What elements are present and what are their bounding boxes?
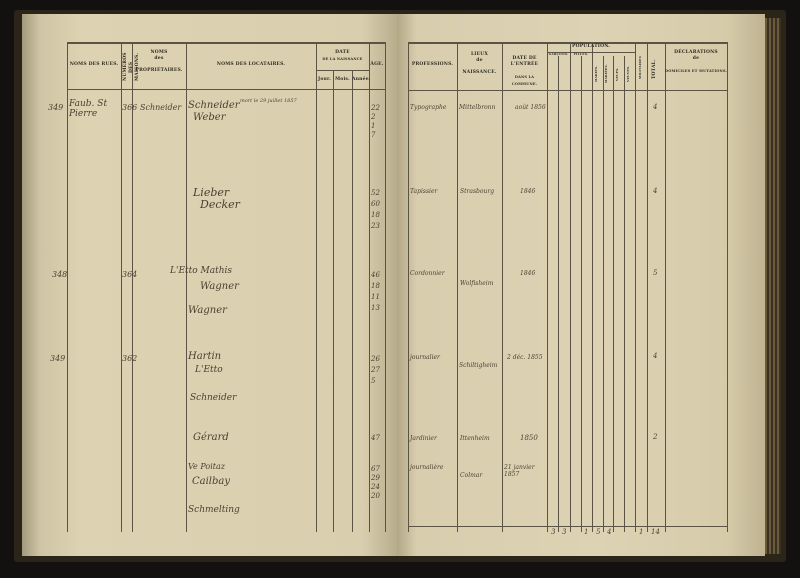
margin-number: 349 (48, 103, 64, 112)
total: 4 (653, 187, 658, 195)
birthplace: Mittelbronn (459, 104, 496, 111)
left-page (22, 14, 397, 556)
header-widowers: VEUFS. (615, 67, 619, 81)
tenant-name: Wagner (188, 305, 227, 316)
header-soldiers: MILITAIRES (638, 56, 642, 80)
profession: Cordonnier (410, 270, 445, 277)
entry-date: 2 déc. 1855 (507, 354, 543, 361)
age: 47 (371, 434, 380, 442)
tenant-name: Cailbay (192, 476, 231, 487)
tenant-name: Ve Poitaz (188, 462, 225, 471)
birthplace: Ittenheim (460, 435, 490, 442)
profession: Tapissier (410, 188, 438, 195)
tenant-name: Hartin (188, 351, 222, 362)
margin-number: 349 (50, 354, 66, 363)
note: mort le 29 juillet 1857 (240, 98, 297, 104)
tenant-name: Schmelting (188, 505, 240, 515)
profession: Typographe (410, 104, 447, 111)
ages: 52 60 18 23 (371, 189, 380, 230)
header-birthplace: LIEUX de NAISSANCE. (462, 52, 497, 75)
entry-date: 1846 (520, 188, 536, 195)
header-total: TOTAL. (652, 59, 657, 79)
header-population: POPULATION. (572, 44, 610, 49)
birthplace: Colmar (460, 472, 483, 479)
street-name: Faub. St Pierre (69, 99, 108, 119)
header-owners: NOMS des PROPRIÉTAIRES. (135, 50, 183, 73)
header-day: Jour. (318, 77, 331, 82)
owner-name: Schneider (140, 103, 182, 112)
header-age: ÂGE. (370, 62, 384, 67)
header-birth-date: DATE DE LA NAISSANCE (322, 50, 363, 61)
total-soldiers: 1 (639, 528, 644, 536)
birthplace: Wolfisheim (460, 280, 494, 287)
tenant-name: Decker (200, 198, 240, 211)
profession: Jardinier (410, 435, 437, 442)
header-tenants: NOMS DES LOCATAIRES. (216, 62, 286, 67)
owner-name: L'Etto Mathis (170, 266, 233, 276)
header-widows: VEUVES. (626, 65, 630, 83)
header-street: NOMS DES RUES. (69, 62, 119, 67)
header-year: Année. (352, 77, 371, 82)
house-number: 366 (122, 103, 138, 112)
header-declarations: DÉCLARATIONS de DOMICILES ET MUTATIONS. (665, 50, 727, 73)
total-girls: 3 (562, 528, 567, 536)
total-girls-2: 1 (584, 528, 589, 536)
entry-date: août 1856 (515, 104, 546, 111)
entry-date: 21 janvier 1857 (504, 464, 535, 478)
total: 4 (653, 103, 658, 111)
tenant-name: Schneider (190, 393, 237, 403)
total-boys: 3 (551, 528, 556, 536)
page-edges (765, 18, 781, 554)
grand-total: 14 (651, 528, 660, 536)
profession: journalière (410, 464, 444, 471)
header-married-women: MARIÉES. (604, 64, 608, 84)
birthplace: Strasbourg (460, 188, 495, 195)
header-married-men: MARIÉS. (594, 65, 598, 83)
margin-number: 348 (52, 270, 68, 279)
tenant-name: Gérard (193, 432, 229, 443)
header-month: Mois. (335, 77, 350, 82)
tenant-name: Schneider (188, 100, 240, 111)
total: 2 (653, 433, 658, 441)
total: 4 (653, 352, 658, 360)
header-entry-date: DATE DE L'ENTRÉE DANS LA COMMUNE. (510, 56, 539, 86)
tenant-name: L'Etto (195, 365, 223, 375)
profession: journalier (410, 354, 440, 361)
total: 5 (653, 269, 658, 277)
ages: 46 18 11 13 (371, 271, 380, 312)
birthplace: Schiltigheim (459, 362, 498, 369)
tenant-name: Wagner (200, 281, 239, 292)
tenant-name: Lieber (193, 186, 230, 199)
house-number: 364 (122, 270, 138, 279)
header-boys: GARÇONS. (548, 52, 569, 56)
total-married-women: 4 (607, 528, 612, 536)
header-girls: FILLES. (573, 52, 589, 56)
total-married-men: 5 (596, 528, 601, 536)
entry-date: 1846 (520, 270, 536, 277)
house-number: 362 (122, 354, 138, 363)
ages: 26 27 5 (371, 355, 380, 385)
ages: 67 29 24 20 (371, 465, 380, 500)
ages: 22 2 1 7 (371, 104, 380, 139)
header-professions: PROFESSIONS. (411, 62, 454, 67)
entry-date: 1850 (520, 434, 538, 442)
tenant-name: Weber (193, 112, 226, 123)
